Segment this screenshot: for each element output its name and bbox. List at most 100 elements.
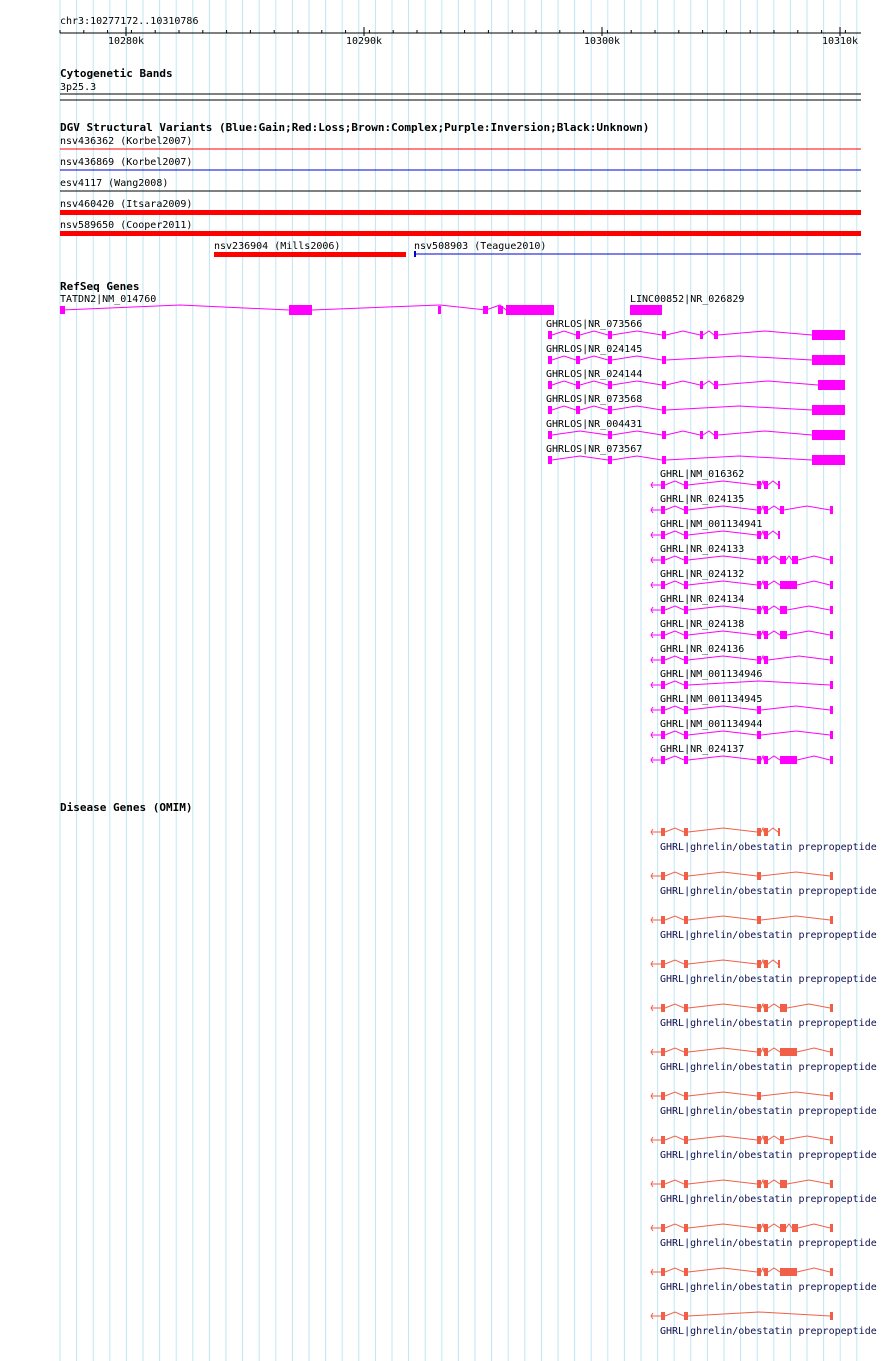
- omim-gene-model[interactable]: [650, 915, 833, 924]
- exon: [830, 916, 833, 924]
- exon: [684, 731, 688, 739]
- exon: [548, 406, 552, 414]
- exon: [576, 381, 580, 389]
- omim-gene-models[interactable]: [650, 826, 833, 1320]
- omim-gene-model[interactable]: [650, 1002, 833, 1012]
- exon: [764, 828, 768, 836]
- exon: [662, 431, 666, 439]
- exon: [684, 1048, 688, 1056]
- exon: [812, 330, 845, 340]
- omim-gene-model[interactable]: [650, 1266, 833, 1276]
- omim-track-title: Disease Genes (OMIM): [60, 801, 192, 814]
- exon: [661, 1004, 665, 1012]
- exon: [661, 506, 665, 514]
- omim-gene-model[interactable]: [650, 958, 780, 968]
- exon: [830, 1092, 833, 1100]
- exon: [778, 828, 780, 836]
- exon: [764, 506, 768, 514]
- ghrlos-gene-models[interactable]: [548, 330, 845, 465]
- omim-gene-model[interactable]: [650, 1046, 833, 1056]
- exon: [576, 356, 580, 364]
- exon: [780, 581, 797, 589]
- exon: [661, 631, 665, 639]
- transcript-ghrl[interactable]: [650, 730, 833, 739]
- exon: [548, 331, 552, 339]
- exon: [780, 1268, 797, 1276]
- transcript-ghrl[interactable]: [650, 754, 833, 764]
- gene-model-linc00852[interactable]: [630, 305, 662, 315]
- omim-gene-model[interactable]: [650, 1134, 833, 1144]
- transcript-ghrl[interactable]: [650, 680, 833, 689]
- omim-gene-model[interactable]: [650, 1178, 833, 1188]
- exon: [792, 1224, 798, 1232]
- transcript-ghrlos[interactable]: [548, 355, 845, 365]
- transcript-ghrl[interactable]: [650, 705, 833, 714]
- exon: [830, 706, 833, 714]
- transcript-ghrl[interactable]: [650, 504, 833, 514]
- omim-gene-model[interactable]: [650, 1222, 833, 1232]
- exon: [548, 381, 552, 389]
- omim-gene-model[interactable]: [650, 871, 833, 880]
- gene-label: GHRL|NR_024133: [660, 544, 744, 555]
- exon: [780, 1224, 786, 1232]
- gene-label: TATDN2|NM_014760: [60, 294, 156, 305]
- exon: [608, 331, 612, 339]
- transcript-ghrl[interactable]: [650, 629, 833, 639]
- exon: [661, 481, 665, 489]
- omim-gene-model[interactable]: [650, 1311, 833, 1320]
- exon: [700, 381, 703, 389]
- transcript-ghrlos[interactable]: [548, 380, 845, 390]
- transcript-ghrl[interactable]: [650, 529, 780, 539]
- transcript-ghrlos[interactable]: [548, 455, 845, 465]
- exon: [757, 606, 761, 614]
- omim-gene-model[interactable]: [650, 1091, 833, 1100]
- transcript-ghrl[interactable]: [650, 654, 833, 664]
- exon: [757, 960, 761, 968]
- exon: [757, 581, 761, 589]
- gene-label: GHRLOS|NR_073567: [546, 444, 642, 455]
- exon: [608, 381, 612, 389]
- exon: [764, 1004, 768, 1012]
- exon: [830, 606, 833, 614]
- exon: [830, 756, 833, 764]
- exon: [548, 456, 552, 464]
- transcript-ghrlos[interactable]: [548, 430, 845, 440]
- ruler-tick-label: 10300k: [584, 36, 620, 47]
- exon: [757, 1092, 761, 1100]
- dgv-variant-loss[interactable]: [214, 252, 406, 257]
- omim-gene-label: GHRL|ghrelin/obestatin prepropeptide: [660, 886, 877, 897]
- ghrl-gene-models[interactable]: [650, 479, 833, 764]
- exon: [764, 581, 768, 589]
- transcript-ghrl[interactable]: [650, 579, 833, 589]
- transcript-ghrlos[interactable]: [548, 330, 845, 340]
- dgv-track: DGV Structural Variants (Blue:Gain;Red:L…: [60, 121, 861, 257]
- exon: [684, 1180, 688, 1188]
- exon: [684, 756, 688, 764]
- transcript-ghrl[interactable]: [650, 479, 780, 489]
- exon: [757, 656, 761, 664]
- dgv-variant-label: nsv436869 (Korbel2007): [60, 157, 192, 168]
- dgv-variant-loss[interactable]: [60, 210, 861, 215]
- exon: [684, 960, 688, 968]
- exon: [764, 1268, 768, 1276]
- ruler-tick-label: 10310k: [822, 36, 858, 47]
- exon: [764, 1224, 768, 1232]
- exon: [661, 656, 665, 664]
- gene-model-tatdn2[interactable]: [60, 304, 554, 315]
- transcript-ghrlos[interactable]: [548, 405, 845, 415]
- exon: [764, 481, 768, 489]
- exon: [757, 828, 761, 836]
- transcript-ghrl[interactable]: [650, 554, 833, 564]
- omim-gene-model[interactable]: [650, 826, 780, 836]
- omim-gene-label: GHRL|ghrelin/obestatin prepropeptide: [660, 1018, 877, 1029]
- exon: [661, 706, 665, 714]
- exon: [757, 916, 761, 924]
- exon: [684, 656, 688, 664]
- ruler-tick-label: 10280k: [108, 36, 144, 47]
- exon: [661, 731, 665, 739]
- transcript-ghrl[interactable]: [650, 604, 833, 614]
- omim-gene-label: GHRL|ghrelin/obestatin prepropeptide: [660, 1106, 877, 1117]
- exon: [757, 706, 761, 714]
- dgv-variant-loss[interactable]: [60, 231, 861, 236]
